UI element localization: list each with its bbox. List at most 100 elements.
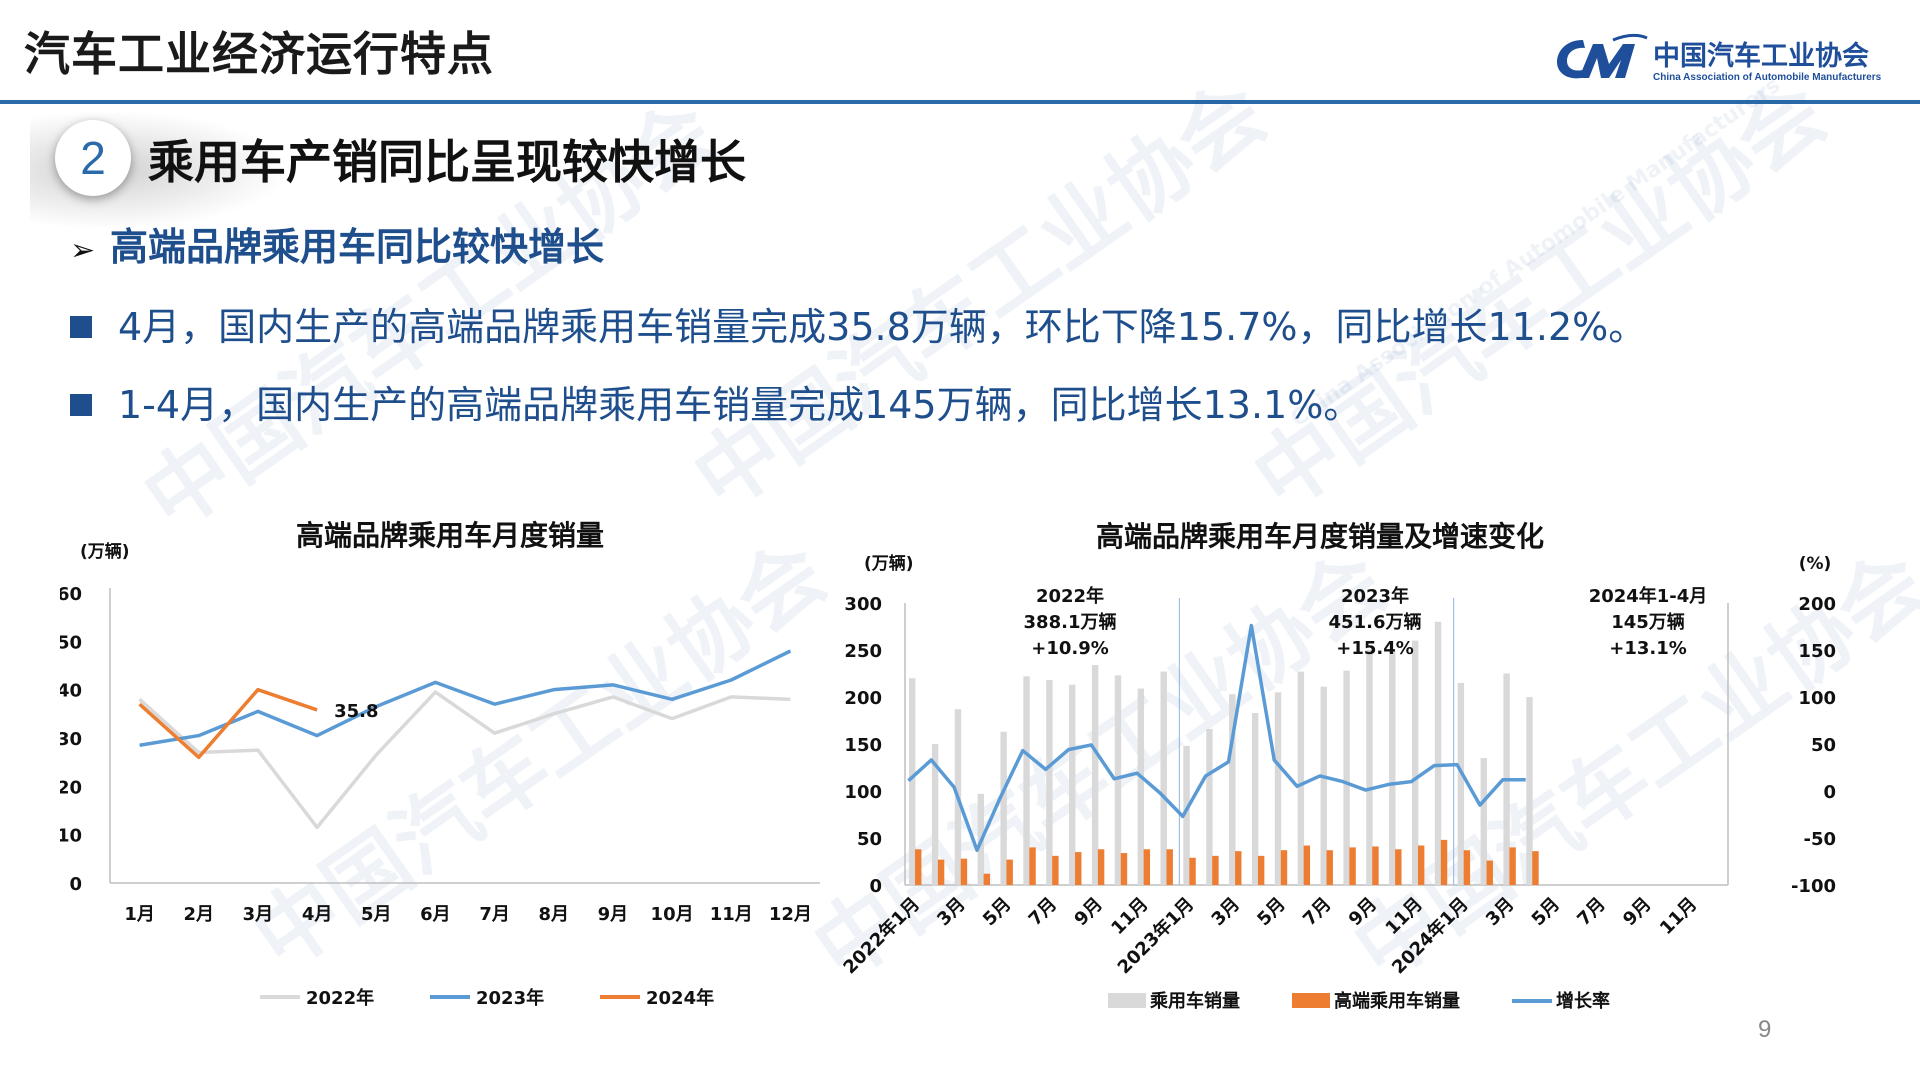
bar-premium-sales — [1372, 846, 1379, 885]
y-tick-label: 150 — [844, 735, 882, 756]
bar-passenger-sales — [1251, 712, 1259, 885]
subheading-text: 高端品牌乘用车同比较快增长 — [110, 225, 605, 269]
y-tick-label: 300 — [844, 594, 882, 615]
bar-passenger-sales — [909, 678, 916, 885]
legend-label: 2023年 — [476, 987, 544, 1009]
subheading: ➢ 高端品牌乘用车同比较快增长 — [70, 216, 604, 271]
x-tick-label: 7月 — [479, 904, 510, 925]
bar-premium-sales — [1120, 853, 1128, 885]
y2-axis-unit-label: (%) — [1799, 554, 1832, 574]
y-tick-label: 200 — [844, 688, 882, 709]
y-tick-label: 40 — [60, 681, 82, 702]
page-title: 汽车工业经济运行特点 — [24, 27, 494, 81]
bar-premium-sales — [1052, 855, 1059, 885]
y-axis-unit-label: (万辆) — [80, 541, 130, 562]
bar-premium-sales — [1212, 855, 1219, 885]
x-tick-label: 5月 — [979, 894, 1015, 930]
annotation-volume: 451.6万辆 — [1329, 611, 1422, 633]
bar-passenger-sales — [1114, 675, 1122, 885]
page-number: 9 — [1758, 1016, 1772, 1043]
x-tick-label: 3月 — [933, 894, 969, 930]
section-number: 2 — [55, 120, 131, 196]
x-tick-label: 7月 — [1299, 894, 1335, 930]
bar-passenger-sales — [1229, 694, 1236, 885]
bullet-item: 1-4月，国内生产的高端品牌乘用车销量完成145万辆，同比增长13.1%。 — [70, 374, 1361, 429]
bar-premium-sales — [983, 873, 991, 885]
bar-premium-sales — [1463, 850, 1471, 885]
y-tick-label: 250 — [844, 641, 882, 662]
x-tick-label: 9月 — [1345, 894, 1381, 930]
y-tick-label: 30 — [60, 729, 82, 750]
bar-passenger-sales — [1297, 671, 1305, 885]
bar-passenger-sales — [1526, 697, 1533, 885]
caam-logo: 中国汽车工业协会 China Association of Automobile… — [1553, 30, 1893, 90]
x-tick-label: 11月 — [1656, 894, 1701, 939]
annotation-growth: +10.9% — [1031, 638, 1109, 659]
bar-premium-sales — [1029, 847, 1036, 885]
bar-passenger-sales — [1274, 692, 1282, 885]
data-label: 35.8 — [334, 701, 378, 722]
y2-tick-label: -50 — [1803, 829, 1836, 850]
bar-premium-sales — [1257, 855, 1265, 885]
bullet-text: 1-4月，国内生产的高端品牌乘用车销量完成145万辆，同比增长13.1%。 — [118, 383, 1362, 427]
annotation-growth: +13.1% — [1609, 638, 1687, 659]
bar-premium-sales — [937, 859, 945, 885]
series-line-growth-rate — [907, 623, 1526, 852]
x-tick-label: 3月 — [1482, 894, 1518, 930]
y-tick-label: 60 — [60, 584, 82, 605]
legend-swatch — [1108, 993, 1146, 1008]
arrow-bullet-icon: ➢ — [70, 233, 96, 268]
watermark: 中国汽车工业协会 — [1226, 48, 1846, 533]
bar-passenger-sales — [1320, 686, 1327, 885]
bar-premium-sales — [1349, 847, 1356, 885]
bar-premium-sales — [1280, 850, 1288, 885]
annotation-volume: 388.1万辆 — [1024, 611, 1117, 633]
x-tick-label: 5月 — [361, 904, 392, 925]
y-tick-label: 50 — [60, 632, 82, 653]
bar-passenger-sales — [1069, 684, 1076, 885]
x-tick-label: 3月 — [1208, 894, 1244, 930]
caam-logo-icon — [1557, 33, 1648, 79]
series-line-2024年 — [138, 687, 318, 760]
x-tick-label: 1月 — [124, 904, 155, 925]
bar-passenger-sales — [931, 744, 939, 885]
legend-swatch — [1292, 993, 1330, 1008]
bar-passenger-sales — [1206, 728, 1213, 885]
bar-premium-sales — [915, 849, 922, 885]
bar-passenger-sales — [1137, 688, 1145, 885]
y2-tick-label: 50 — [1811, 735, 1836, 756]
x-tick-label: 2月 — [183, 904, 214, 925]
x-tick-label: 8月 — [538, 904, 569, 925]
bullet-item: 4月，国内生产的高端品牌乘用车销量完成35.8万辆，环比下降15.7%，同比增长… — [70, 296, 1646, 351]
x-tick-label: 9月 — [598, 904, 629, 925]
bar-premium-sales — [960, 858, 968, 885]
y-tick-label: 10 — [60, 826, 82, 847]
x-tick-label: 7月 — [1573, 894, 1609, 930]
y-tick-label: 50 — [857, 829, 882, 850]
bar-premium-sales — [1006, 859, 1013, 885]
bar-premium-sales — [1486, 860, 1493, 885]
monthly-sales-line-chart: 高端品牌乘用车月度销量 (万辆) 0 10 20 30 40 50 60 1月 2月 3月 4月 5月 6月… — [60, 519, 820, 1009]
bar-premium-sales — [1166, 849, 1173, 885]
bullet-text: 4月，国内生产的高端品牌乘用车销量完成35.8万辆，环比下降15.7%，同比增长… — [118, 305, 1647, 349]
x-tick-label: 11月 — [710, 904, 753, 925]
bar-passenger-sales — [1046, 680, 1053, 885]
logo-text-en: China Association of Automobile Manufact… — [1653, 72, 1882, 83]
bar-passenger-sales — [1434, 621, 1442, 885]
bar-passenger-sales — [1480, 758, 1487, 885]
bar-passenger-sales — [1160, 671, 1167, 885]
x-tick-label: 10月 — [651, 904, 694, 925]
x-tick-label: 12月 — [769, 904, 812, 925]
legend-label: 2022年 — [306, 987, 374, 1009]
y2-tick-label: 200 — [1798, 594, 1836, 615]
bar-passenger-sales — [1457, 682, 1465, 885]
chart-title: 高端品牌乘用车月度销量 — [296, 519, 604, 552]
x-tick-label: 5月 — [1528, 894, 1564, 930]
legend-label: 增长率 — [1556, 990, 1610, 1012]
x-tick-label: 5月 — [1253, 894, 1289, 930]
bar-premium-sales — [1326, 850, 1333, 885]
x-tick-label: 6月 — [420, 904, 451, 925]
bar-passenger-sales — [1183, 745, 1190, 885]
legend-label: 2024年 — [646, 987, 714, 1009]
bar-passenger-sales — [1091, 665, 1099, 885]
